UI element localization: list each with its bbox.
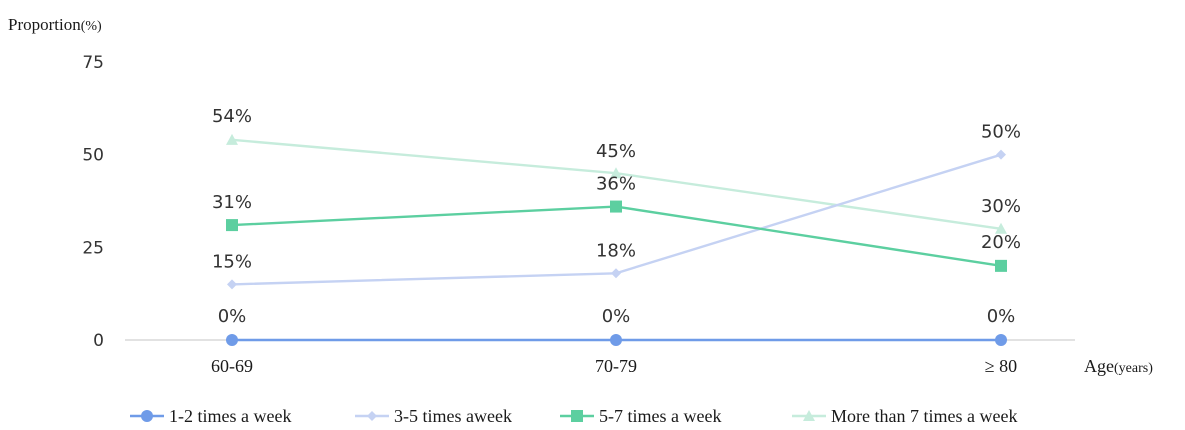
data-label: 0% (602, 306, 631, 327)
data-point (226, 334, 238, 346)
data-label: 0% (987, 306, 1016, 327)
y-axis-ticks: 0 25 50 75 (82, 53, 104, 351)
x-axis-title: Age(years) (1084, 356, 1153, 376)
data-label: 15% (212, 251, 252, 272)
x-axis-ticks: 60-69 70-79 ≥ 80 (211, 356, 1017, 376)
legend-label: More than 7 times a week (831, 406, 1017, 426)
data-point (611, 268, 621, 279)
legend-marker (141, 410, 153, 422)
legend-item: More than 7 times a week (792, 406, 1017, 426)
data-point (995, 222, 1007, 234)
legend: 1-2 times a week 3-5 times aweek 5-7 times… (130, 406, 1017, 426)
legend-item: 5-7 times a week (560, 406, 721, 426)
y-axis-label: Proportion (8, 15, 81, 34)
data-label: 20% (981, 232, 1021, 253)
legend-marker (571, 410, 583, 422)
x-tick-label: ≥ 80 (985, 356, 1017, 376)
x-tick-label: 60-69 (211, 356, 253, 376)
data-label: 50% (981, 122, 1021, 143)
data-point (610, 334, 622, 346)
y-axis-unit: (%) (81, 19, 102, 34)
data-point (610, 200, 622, 213)
data-label: 30% (981, 196, 1021, 217)
data-point (227, 279, 237, 290)
data-label: 0% (218, 306, 247, 327)
x-tick-label: 70-79 (595, 356, 637, 376)
legend-label: 3-5 times aweek (394, 406, 512, 426)
y-tick-label: 0 (93, 331, 104, 351)
legend-marker (367, 411, 377, 421)
x-axis-unit: (years) (1114, 361, 1153, 376)
data-label: 54% (212, 106, 252, 127)
legend-label: 5-7 times a week (599, 406, 721, 426)
legend-label: 1-2 times a week (169, 406, 291, 426)
y-axis-title: Proportion(%) (8, 15, 102, 34)
y-tick-label: 25 (82, 238, 104, 258)
data-label: 31% (212, 192, 252, 213)
data-label: 45% (596, 141, 636, 162)
legend-item: 3-5 times aweek (355, 406, 512, 426)
data-point (995, 259, 1007, 272)
x-axis-label: Age (1084, 356, 1114, 376)
data-point (996, 149, 1006, 160)
y-tick-label: 75 (82, 53, 104, 73)
legend-marker (803, 410, 815, 421)
legend-item: 1-2 times a week (130, 406, 291, 426)
data-point (226, 219, 238, 232)
data-label: 36% (596, 174, 636, 195)
data-point (995, 334, 1007, 346)
y-tick-label: 50 (82, 146, 104, 166)
series-layer: 0% 0% 0% 15% 18% 50% 31% 36% 20% 54% 45% 30% (212, 106, 1021, 346)
data-point (610, 167, 622, 179)
data-point (226, 133, 238, 145)
data-label: 18% (596, 240, 636, 261)
